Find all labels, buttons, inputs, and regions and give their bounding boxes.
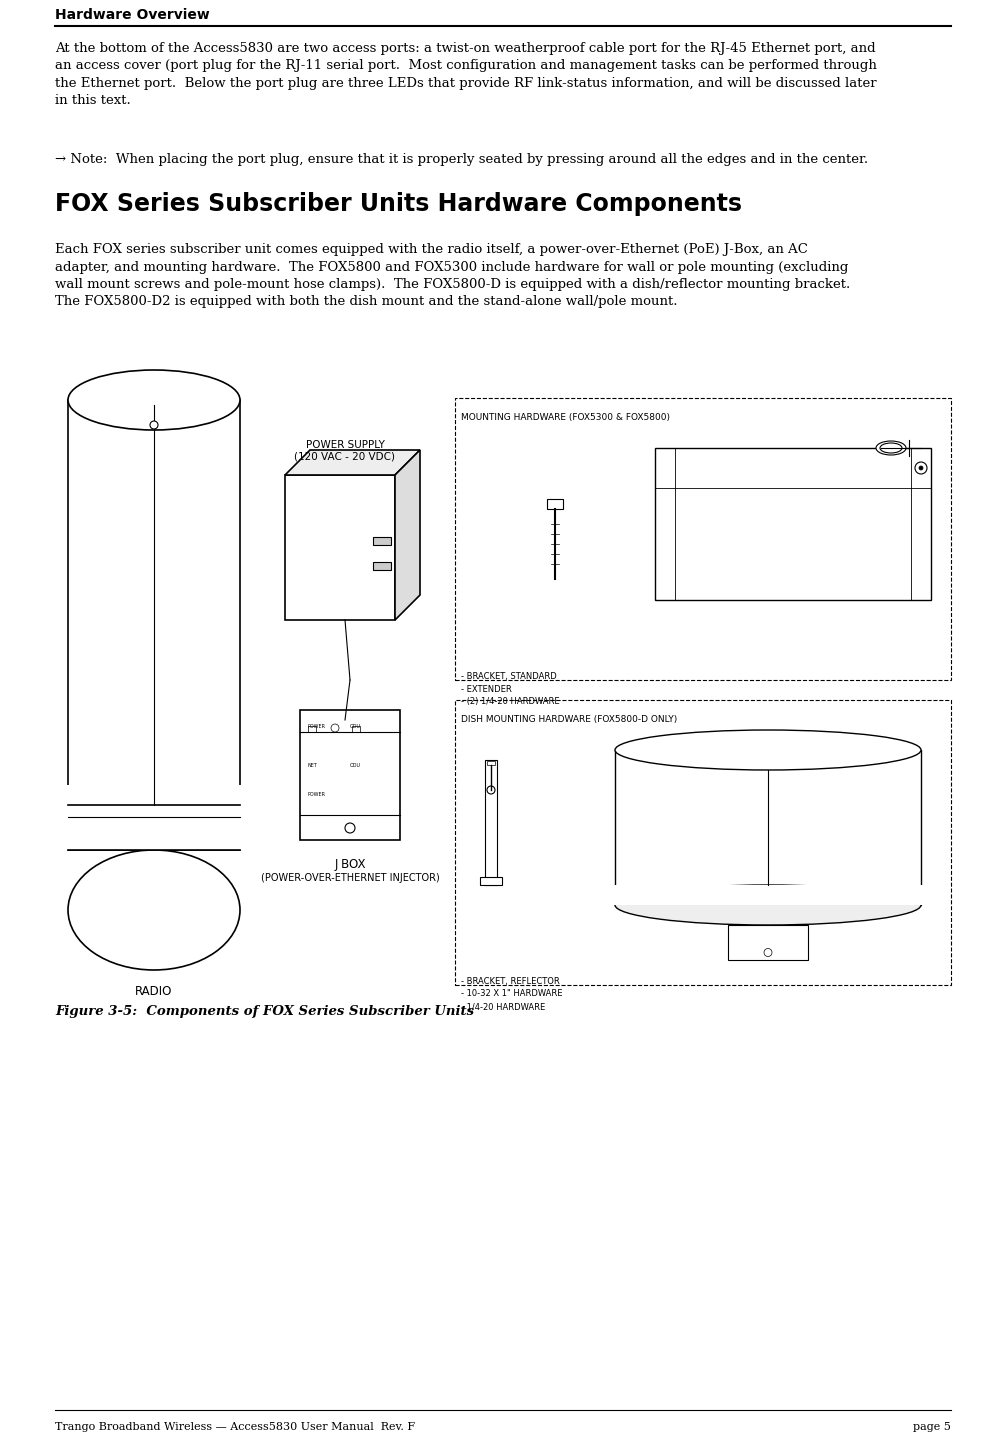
Circle shape — [919, 466, 923, 470]
Bar — [455, 398, 951, 681]
Text: At the bottom of the Access5830 are two access ports: a twist-on weatherproof ca: At the bottom of the Access5830 are two … — [55, 42, 877, 108]
Bar — [613, 885, 923, 906]
Text: NET: NET — [308, 763, 318, 769]
Polygon shape — [395, 450, 420, 620]
Circle shape — [487, 786, 495, 795]
Bar — [373, 536, 391, 545]
Text: POWER: POWER — [308, 724, 326, 730]
Ellipse shape — [615, 730, 921, 770]
Text: (POWER-OVER-ETHERNET INJECTOR): (POWER-OVER-ETHERNET INJECTOR) — [261, 872, 440, 883]
Ellipse shape — [68, 849, 240, 970]
Text: Trango Broadband Wireless — Access5830 User Manual  Rev. F: Trango Broadband Wireless — Access5830 U… — [55, 1422, 415, 1432]
Text: DISH MOUNTING HARDWARE (FOX5800-D ONLY): DISH MOUNTING HARDWARE (FOX5800-D ONLY) — [461, 715, 677, 724]
Text: Hardware Overview: Hardware Overview — [55, 9, 209, 22]
Circle shape — [915, 461, 927, 474]
Bar — [300, 709, 400, 841]
Text: MOUNTING HARDWARE (FOX5300 & FOX5800): MOUNTING HARDWARE (FOX5300 & FOX5800) — [461, 412, 670, 423]
Text: - BRACKET, STANDARD
- EXTENDER
- (2) 1/4-20 HARDWARE: - BRACKET, STANDARD - EXTENDER - (2) 1/4… — [461, 672, 559, 707]
Bar — [308, 725, 316, 733]
Text: ODU: ODU — [350, 724, 361, 730]
Text: J BOX: J BOX — [334, 858, 366, 871]
Ellipse shape — [880, 443, 902, 453]
Bar — [66, 784, 242, 849]
Text: RADIO: RADIO — [136, 985, 173, 998]
Circle shape — [331, 724, 339, 733]
Text: page 5: page 5 — [913, 1422, 951, 1432]
Bar — [285, 474, 395, 620]
Circle shape — [150, 421, 158, 430]
Text: - BRACKET, REFLECTOR
- 10-32 X 1" HARDWARE
- 1/4-20 HARDWARE: - BRACKET, REFLECTOR - 10-32 X 1" HARDWA… — [461, 978, 562, 1011]
Polygon shape — [285, 450, 420, 474]
Text: Figure 3-5:  Components of FOX Series Subscriber Units: Figure 3-5: Components of FOX Series Sub… — [55, 1005, 474, 1018]
Text: FOX Series Subscriber Units Hardware Components: FOX Series Subscriber Units Hardware Com… — [55, 192, 742, 216]
Bar — [68, 399, 240, 849]
Text: → Note:  When placing the port plug, ensure that it is properly seated by pressi: → Note: When placing the port plug, ensu… — [55, 153, 868, 166]
Bar — [487, 761, 495, 766]
Bar — [485, 760, 497, 885]
Bar — [655, 448, 931, 600]
Text: POWER: POWER — [308, 792, 326, 797]
Ellipse shape — [876, 441, 906, 456]
Text: Each FOX series subscriber unit comes equipped with the radio itself, a power-ov: Each FOX series subscriber unit comes eq… — [55, 244, 850, 309]
Bar — [480, 877, 502, 885]
Bar — [455, 699, 951, 985]
Bar — [547, 499, 563, 509]
Ellipse shape — [615, 885, 921, 924]
Bar — [352, 725, 360, 733]
Bar — [728, 924, 808, 960]
Bar — [615, 750, 921, 906]
Text: ODU: ODU — [350, 763, 361, 769]
Bar — [373, 562, 391, 570]
Ellipse shape — [68, 371, 240, 430]
Circle shape — [764, 949, 772, 956]
Text: POWER SUPPLY
(120 VAC - 20 VDC): POWER SUPPLY (120 VAC - 20 VDC) — [295, 440, 395, 461]
Circle shape — [345, 823, 355, 833]
